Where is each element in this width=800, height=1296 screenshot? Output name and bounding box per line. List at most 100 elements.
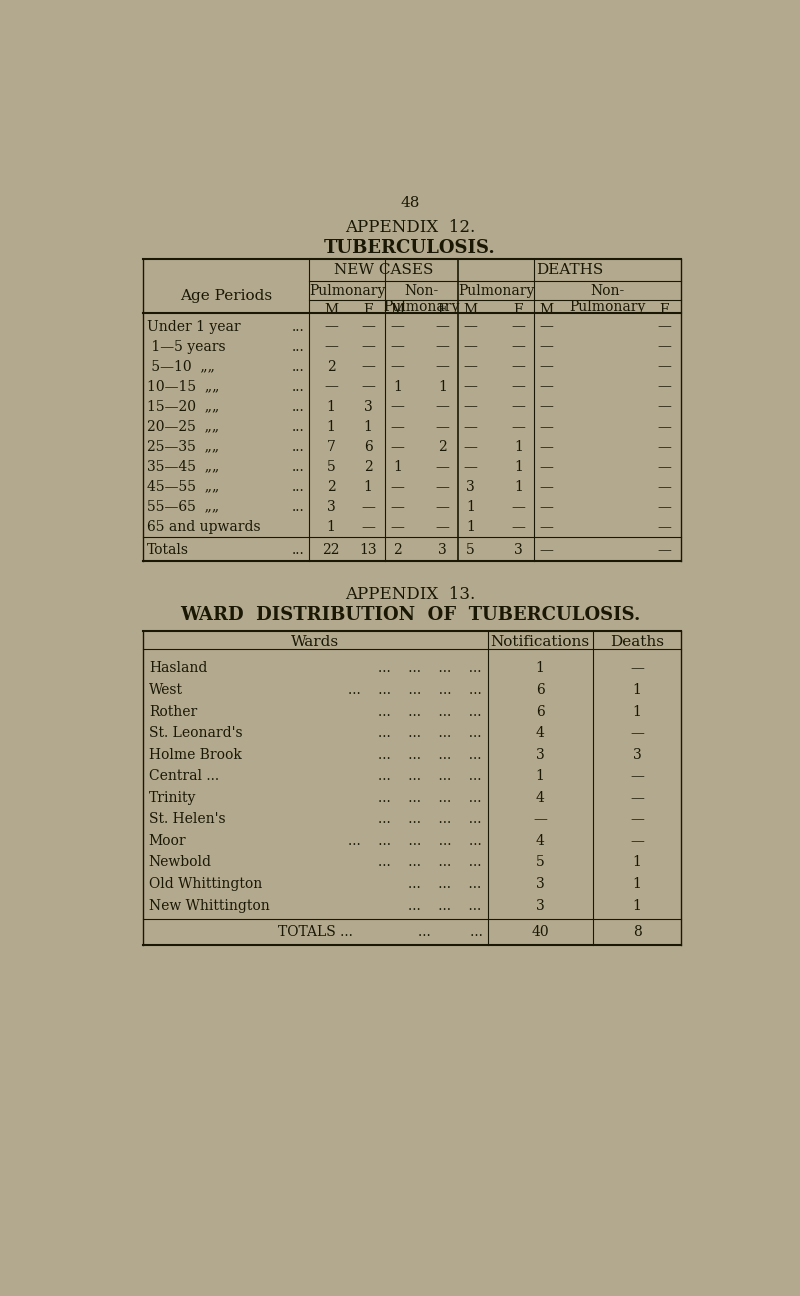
Text: Central ...: Central ... — [149, 770, 219, 783]
Text: —: — — [539, 340, 554, 354]
Text: —: — — [511, 320, 526, 333]
Text: —: — — [630, 813, 644, 827]
Text: —: — — [658, 359, 671, 373]
Text: —: — — [390, 340, 405, 354]
Text: 1: 1 — [633, 877, 642, 892]
Text: 1: 1 — [514, 439, 523, 454]
Text: ...    ...    ...    ...: ... ... ... ... — [378, 770, 482, 783]
Text: —: — — [390, 439, 405, 454]
Text: ...    ...    ...    ...: ... ... ... ... — [378, 813, 482, 827]
Text: —: — — [463, 420, 478, 434]
Text: 5: 5 — [466, 543, 475, 557]
Text: —: — — [362, 500, 375, 513]
Text: 7: 7 — [326, 439, 335, 454]
Text: —: — — [362, 320, 375, 333]
Text: —: — — [539, 500, 554, 513]
Text: —: — — [511, 380, 526, 394]
Text: Hasland: Hasland — [149, 661, 207, 675]
Text: —: — — [390, 399, 405, 413]
Text: 2: 2 — [364, 460, 373, 473]
Text: —: — — [511, 359, 526, 373]
Text: —: — — [362, 380, 375, 394]
Text: —: — — [436, 420, 450, 434]
Text: —: — — [511, 399, 526, 413]
Text: ...    ...    ...    ...: ... ... ... ... — [378, 748, 482, 762]
Text: —: — — [362, 340, 375, 354]
Text: ...: ... — [292, 359, 305, 373]
Text: Holme Brook: Holme Brook — [149, 748, 242, 762]
Text: —: — — [630, 661, 644, 675]
Text: Notifications: Notifications — [490, 635, 590, 649]
Text: —: — — [630, 770, 644, 783]
Text: 4: 4 — [536, 791, 545, 805]
Text: ...    ...    ...    ...: ... ... ... ... — [378, 705, 482, 718]
Text: 1: 1 — [536, 661, 545, 675]
Text: 1: 1 — [438, 380, 447, 394]
Text: Non-
Pulmonary: Non- Pulmonary — [570, 284, 646, 315]
Text: 1: 1 — [633, 705, 642, 718]
Text: 3: 3 — [438, 543, 447, 557]
Text: —: — — [539, 359, 554, 373]
Text: ...    ...    ...    ...: ... ... ... ... — [378, 855, 482, 870]
Text: —: — — [463, 439, 478, 454]
Text: —: — — [436, 520, 450, 534]
Text: 1: 1 — [393, 380, 402, 394]
Text: —: — — [436, 340, 450, 354]
Text: St. Leonard's: St. Leonard's — [149, 726, 242, 740]
Text: 1: 1 — [326, 399, 335, 413]
Text: 55—65  „„: 55—65 „„ — [147, 500, 219, 513]
Text: TOTALS ...: TOTALS ... — [278, 925, 353, 938]
Text: ...: ... — [292, 543, 305, 557]
Text: —: — — [436, 480, 450, 494]
Text: Totals: Totals — [147, 543, 190, 557]
Text: —: — — [539, 543, 554, 557]
Text: —: — — [463, 399, 478, 413]
Text: —: — — [539, 380, 554, 394]
Text: 1: 1 — [326, 520, 335, 534]
Text: 35—45  „„: 35—45 „„ — [147, 460, 219, 473]
Text: 2: 2 — [438, 439, 447, 454]
Text: ...    ...    ...: ... ... ... — [408, 877, 482, 892]
Text: —: — — [463, 320, 478, 333]
Text: 3: 3 — [326, 500, 335, 513]
Text: —: — — [390, 520, 405, 534]
Text: —: — — [658, 500, 671, 513]
Text: 1: 1 — [466, 520, 475, 534]
Text: West: West — [149, 683, 183, 697]
Text: ...: ... — [292, 380, 305, 394]
Text: —: — — [390, 359, 405, 373]
Text: 1: 1 — [633, 898, 642, 912]
Text: Old Whittington: Old Whittington — [149, 877, 262, 892]
Text: 13: 13 — [359, 543, 377, 557]
Text: 25—35  „„: 25—35 „„ — [147, 439, 219, 454]
Text: 3: 3 — [364, 399, 373, 413]
Text: 4: 4 — [536, 833, 545, 848]
Text: 65 and upwards: 65 and upwards — [147, 520, 261, 534]
Text: Non-
Pulmonary: Non- Pulmonary — [383, 284, 460, 315]
Text: ...: ... — [292, 460, 305, 473]
Text: —: — — [463, 380, 478, 394]
Text: St. Helen's: St. Helen's — [149, 813, 226, 827]
Text: 10—15  „„: 10—15 „„ — [147, 380, 220, 394]
Text: 40: 40 — [531, 925, 549, 938]
Text: Newbold: Newbold — [149, 855, 212, 870]
Text: 1: 1 — [364, 420, 373, 434]
Text: —: — — [539, 320, 554, 333]
Text: —: — — [658, 520, 671, 534]
Text: ...: ... — [292, 399, 305, 413]
Text: —: — — [362, 520, 375, 534]
Text: 1: 1 — [514, 480, 523, 494]
Text: —: — — [436, 460, 450, 473]
Text: 15—20  „„: 15—20 „„ — [147, 399, 219, 413]
Text: ...    ...    ...    ...    ...: ... ... ... ... ... — [347, 683, 482, 697]
Text: —: — — [658, 320, 671, 333]
Text: —: — — [630, 726, 644, 740]
Text: Rother: Rother — [149, 705, 197, 718]
Text: —: — — [539, 399, 554, 413]
Text: F: F — [659, 302, 669, 316]
Text: —: — — [539, 480, 554, 494]
Text: M: M — [324, 302, 338, 316]
Text: 22: 22 — [322, 543, 340, 557]
Text: 1: 1 — [514, 460, 523, 473]
Text: 20—25  „„: 20—25 „„ — [147, 420, 219, 434]
